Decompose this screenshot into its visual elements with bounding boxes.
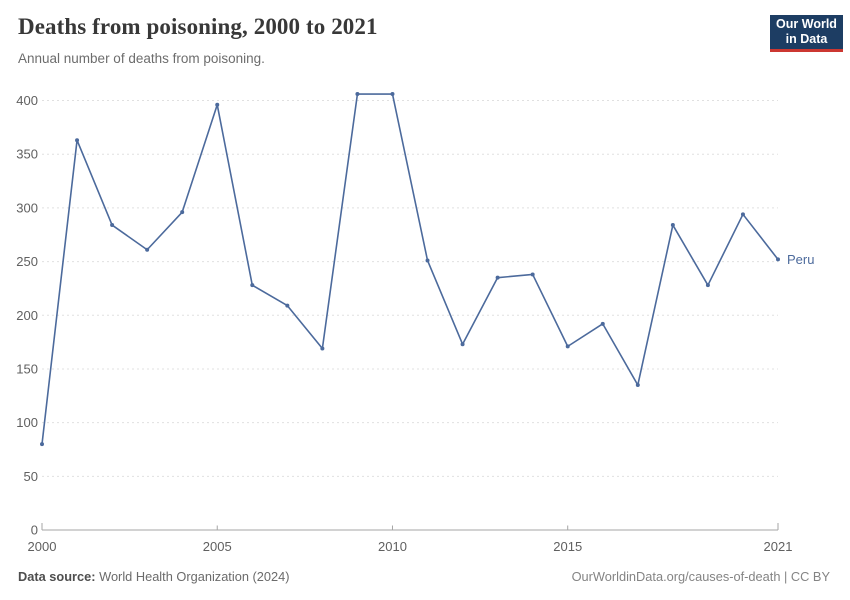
- data-point: [110, 223, 115, 228]
- y-axis-label: 350: [16, 147, 38, 162]
- data-point: [355, 92, 360, 97]
- data-point: [145, 247, 150, 252]
- series-line-peru: [41, 93, 779, 445]
- owid-logo-line1: Our World: [776, 17, 837, 32]
- data-point: [425, 258, 430, 263]
- data-point: [320, 346, 325, 351]
- data-point: [180, 210, 185, 215]
- data-point: [705, 283, 710, 288]
- y-axis-label: 300: [16, 200, 38, 215]
- y-axis-label: 50: [24, 469, 38, 484]
- y-axis-label: 150: [16, 361, 38, 376]
- y-axis-label: 250: [16, 254, 38, 269]
- data-point: [285, 303, 290, 308]
- y-axis-label: 200: [16, 308, 38, 323]
- data-point: [565, 344, 570, 349]
- data-source-label: Data source:: [18, 569, 96, 584]
- data-source-value: World Health Organization (2024): [99, 569, 290, 584]
- x-axis-label: 2021: [764, 539, 793, 554]
- data-point: [530, 272, 535, 277]
- data-point: [215, 102, 220, 107]
- data-point: [600, 321, 605, 326]
- series-end-label-peru[interactable]: Peru: [787, 252, 814, 267]
- attribution-link[interactable]: OurWorldinData.org/causes-of-death | CC …: [571, 569, 830, 584]
- owid-logo-line2: in Data: [785, 32, 828, 46]
- x-axis-label: 2015: [553, 539, 582, 554]
- data-point: [390, 92, 395, 97]
- y-axis-label: 100: [16, 415, 38, 430]
- owid-logo: Our World in Data: [770, 15, 843, 52]
- x-axis-label: 2010: [378, 539, 407, 554]
- data-point: [495, 275, 500, 280]
- data-point: [250, 283, 255, 288]
- chart-subtitle: Annual number of deaths from poisoning.: [18, 51, 265, 66]
- y-axis-label: 400: [16, 93, 38, 108]
- data-point: [740, 212, 745, 217]
- data-point: [670, 223, 675, 228]
- data-point: [635, 383, 640, 388]
- page-title: Deaths from poisoning, 2000 to 2021: [18, 14, 378, 39]
- x-axis-label: 2005: [203, 539, 232, 554]
- data-point: [460, 342, 465, 347]
- data-point: [776, 257, 780, 262]
- y-axis-label: 0: [31, 523, 38, 538]
- data-source: Data source: World Health Organization (…: [18, 569, 290, 584]
- data-point: [40, 442, 44, 447]
- x-axis-label: 2000: [28, 539, 57, 554]
- chart-footer: Data source: World Health Organization (…: [18, 569, 832, 584]
- data-point: [75, 138, 80, 143]
